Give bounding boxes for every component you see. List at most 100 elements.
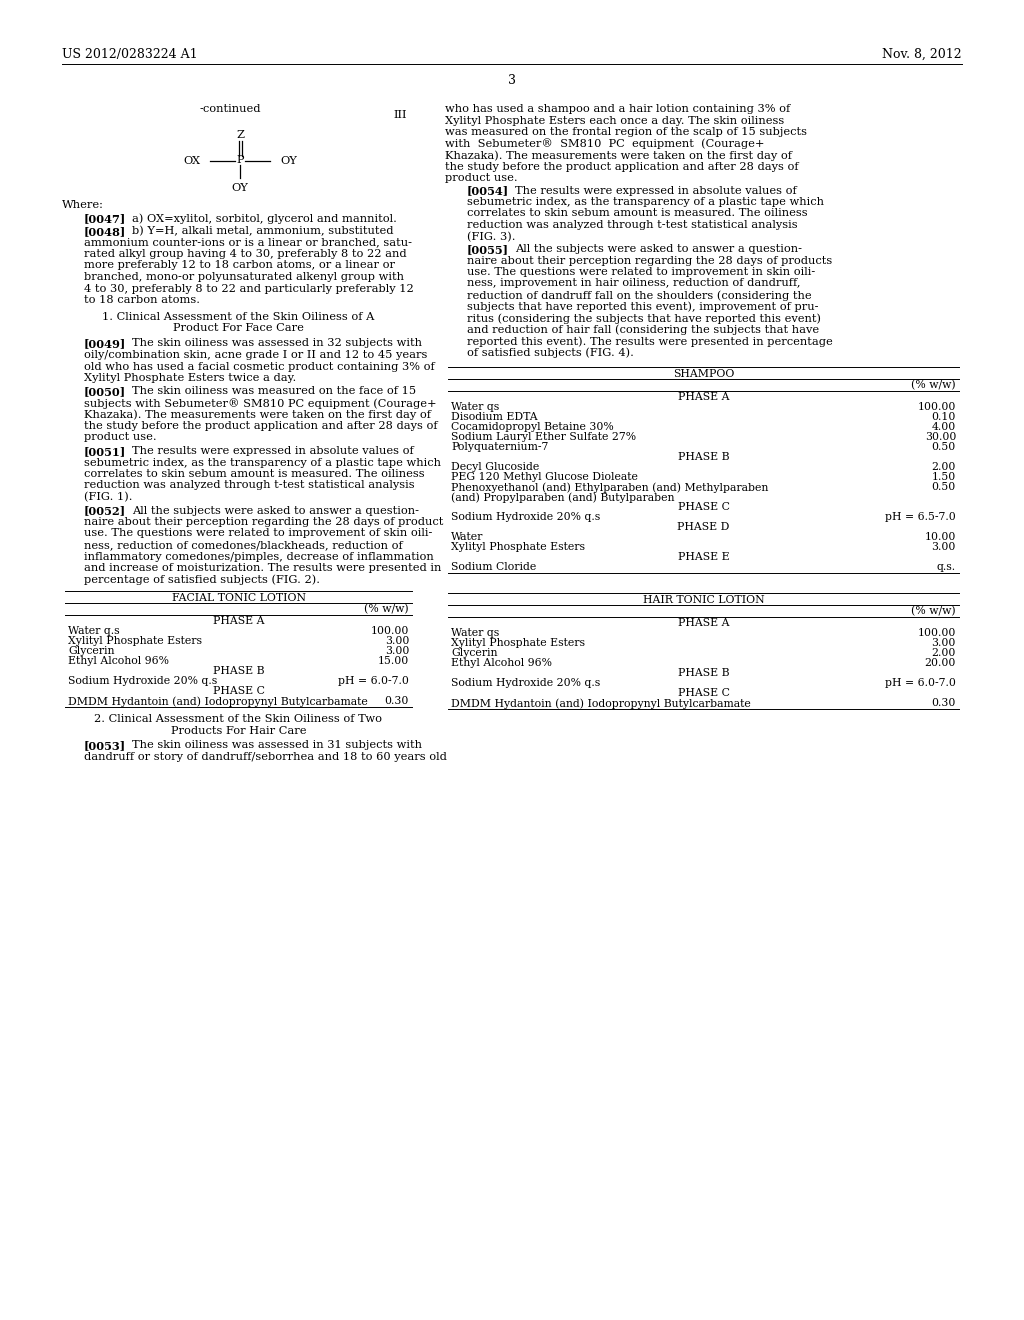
Text: OX: OX <box>183 156 200 166</box>
Text: 1. Clinical Assessment of the Skin Oiliness of A: 1. Clinical Assessment of the Skin Oilin… <box>102 312 375 322</box>
Text: P: P <box>237 154 244 165</box>
Text: The results were expressed in absolute values of: The results were expressed in absolute v… <box>132 446 414 455</box>
Text: Ethyl Alcohol 96%: Ethyl Alcohol 96% <box>451 657 552 668</box>
Text: The skin oiliness was assessed in 32 subjects with: The skin oiliness was assessed in 32 sub… <box>132 338 422 348</box>
Text: who has used a shampoo and a hair lotion containing 3% of: who has used a shampoo and a hair lotion… <box>445 104 791 114</box>
Text: 2.00: 2.00 <box>932 462 956 473</box>
Text: PHASE C: PHASE C <box>678 502 729 512</box>
Text: DMDM Hydantoin (and) Iodopropynyl Butylcarbamate: DMDM Hydantoin (and) Iodopropynyl Butylc… <box>68 696 368 706</box>
Text: reduction was analyzed through t-test statistical analysis: reduction was analyzed through t-test st… <box>84 480 415 491</box>
Text: PHASE B: PHASE B <box>213 667 264 676</box>
Text: was measured on the frontal region of the scalp of 15 subjects: was measured on the frontal region of th… <box>445 127 807 137</box>
Text: 100.00: 100.00 <box>371 626 409 636</box>
Text: (% w/w): (% w/w) <box>365 605 409 614</box>
Text: rated alkyl group having 4 to 30, preferably 8 to 22 and: rated alkyl group having 4 to 30, prefer… <box>84 249 407 259</box>
Text: 0.10: 0.10 <box>932 412 956 422</box>
Text: Products For Hair Care: Products For Hair Care <box>171 726 306 735</box>
Text: Xylityl Phosphate Esters: Xylityl Phosphate Esters <box>68 636 202 645</box>
Text: PHASE A: PHASE A <box>678 618 729 628</box>
Text: Sodium Hydroxide 20% q.s: Sodium Hydroxide 20% q.s <box>451 512 600 521</box>
Text: Ethyl Alcohol 96%: Ethyl Alcohol 96% <box>68 656 169 667</box>
Text: inflammatory comedones/pimples, decrease of inflammation: inflammatory comedones/pimples, decrease… <box>84 552 434 561</box>
Text: Product For Face Care: Product For Face Care <box>173 323 304 333</box>
Text: use. The questions were related to improvement of skin oili-: use. The questions were related to impro… <box>84 528 432 539</box>
Text: use. The questions were related to improvement in skin oili-: use. The questions were related to impro… <box>467 267 815 277</box>
Text: Water qs: Water qs <box>451 628 500 638</box>
Text: PHASE D: PHASE D <box>677 521 730 532</box>
Text: subjects that have reported this event), improvement of pru-: subjects that have reported this event),… <box>467 301 818 312</box>
Text: product use.: product use. <box>445 173 517 183</box>
Text: reported this event). The results were presented in percentage: reported this event). The results were p… <box>467 337 833 347</box>
Text: Khazaka). The measurements were taken on the first day of: Khazaka). The measurements were taken on… <box>84 409 431 420</box>
Text: OY: OY <box>231 183 249 193</box>
Text: The skin oiliness was measured on the face of 15: The skin oiliness was measured on the fa… <box>132 387 416 396</box>
Text: 20.00: 20.00 <box>925 657 956 668</box>
Text: (% w/w): (% w/w) <box>911 606 956 616</box>
Text: Disodium EDTA: Disodium EDTA <box>451 412 538 422</box>
Text: PHASE E: PHASE E <box>678 552 729 562</box>
Text: DMDM Hydantoin (and) Iodopropynyl Butylcarbamate: DMDM Hydantoin (and) Iodopropynyl Butylc… <box>451 698 751 709</box>
Text: percentage of satisfied subjects (FIG. 2).: percentage of satisfied subjects (FIG. 2… <box>84 574 319 585</box>
Text: [0047]: [0047] <box>84 214 126 224</box>
Text: ritus (considering the subjects that have reported this event): ritus (considering the subjects that hav… <box>467 313 821 323</box>
Text: PHASE A: PHASE A <box>678 392 729 403</box>
Text: -continued: -continued <box>200 104 261 114</box>
Text: correlates to skin sebum amount is measured. The oiliness: correlates to skin sebum amount is measu… <box>467 209 808 219</box>
Text: PHASE C: PHASE C <box>678 688 729 698</box>
Text: pH = 6.5-7.0: pH = 6.5-7.0 <box>886 512 956 521</box>
Text: Sodium Lauryl Ether Sulfate 27%: Sodium Lauryl Ether Sulfate 27% <box>451 432 636 442</box>
Text: (% w/w): (% w/w) <box>911 380 956 391</box>
Text: Xylityl Phosphate Esters twice a day.: Xylityl Phosphate Esters twice a day. <box>84 374 296 383</box>
Text: to 18 carbon atoms.: to 18 carbon atoms. <box>84 294 200 305</box>
Text: Khazaka). The measurements were taken on the first day of: Khazaka). The measurements were taken on… <box>445 150 792 161</box>
Text: and reduction of hair fall (considering the subjects that have: and reduction of hair fall (considering … <box>467 325 819 335</box>
Text: (FIG. 3).: (FIG. 3). <box>467 231 515 242</box>
Text: Sodium Hydroxide 20% q.s: Sodium Hydroxide 20% q.s <box>68 676 217 686</box>
Text: FACIAL TONIC LOTION: FACIAL TONIC LOTION <box>171 593 305 603</box>
Text: ness, reduction of comedones/blackheads, reduction of: ness, reduction of comedones/blackheads,… <box>84 540 402 550</box>
Text: 100.00: 100.00 <box>918 403 956 412</box>
Text: 100.00: 100.00 <box>918 628 956 638</box>
Text: and increase of moisturization. The results were presented in: and increase of moisturization. The resu… <box>84 564 441 573</box>
Text: with  Sebumeter®  SM810  PC  equipment  (Courage+: with Sebumeter® SM810 PC equipment (Cour… <box>445 139 765 149</box>
Text: PEG 120 Methyl Glucose Dioleate: PEG 120 Methyl Glucose Dioleate <box>451 473 638 482</box>
Text: 30.00: 30.00 <box>925 432 956 442</box>
Text: the study before the product application and after 28 days of: the study before the product application… <box>445 161 799 172</box>
Text: [0055]: [0055] <box>467 244 509 255</box>
Text: naire about their perception regarding the 28 days of product: naire about their perception regarding t… <box>84 517 443 527</box>
Text: The results were expressed in absolute values of: The results were expressed in absolute v… <box>515 186 797 195</box>
Text: q.s.: q.s. <box>937 562 956 572</box>
Text: Xylityl Phosphate Esters each once a day. The skin oiliness: Xylityl Phosphate Esters each once a day… <box>445 116 784 125</box>
Text: Water qs: Water qs <box>451 403 500 412</box>
Text: reduction of dandruff fall on the shoulders (considering the: reduction of dandruff fall on the should… <box>467 290 812 301</box>
Text: 2.00: 2.00 <box>932 648 956 657</box>
Text: [0050]: [0050] <box>84 387 126 397</box>
Text: dandruff or story of dandruff/seborrhea and 18 to 60 years old: dandruff or story of dandruff/seborrhea … <box>84 751 446 762</box>
Text: 3.00: 3.00 <box>385 645 409 656</box>
Text: product use.: product use. <box>84 433 157 442</box>
Text: Z: Z <box>236 129 244 140</box>
Text: the study before the product application and after 28 days of: the study before the product application… <box>84 421 437 432</box>
Text: branched, mono-or polyunsaturated alkenyl group with: branched, mono-or polyunsaturated alkeny… <box>84 272 404 282</box>
Text: reduction was analyzed through t-test statistical analysis: reduction was analyzed through t-test st… <box>467 220 798 230</box>
Text: Where:: Where: <box>62 201 103 210</box>
Text: (and) Propylparaben (and) Butylparaben: (and) Propylparaben (and) Butylparaben <box>451 492 675 503</box>
Text: [0048]: [0048] <box>84 226 126 238</box>
Text: PHASE B: PHASE B <box>678 668 729 678</box>
Text: naire about their perception regarding the 28 days of products: naire about their perception regarding t… <box>467 256 833 265</box>
Text: [0052]: [0052] <box>84 506 126 516</box>
Text: Water q.s: Water q.s <box>68 626 120 636</box>
Text: PHASE A: PHASE A <box>213 616 264 626</box>
Text: [0051]: [0051] <box>84 446 126 457</box>
Text: pH = 6.0-7.0: pH = 6.0-7.0 <box>885 678 956 688</box>
Text: [0054]: [0054] <box>467 186 509 197</box>
Text: 4.00: 4.00 <box>932 422 956 432</box>
Text: All the subjects were asked to answer a question-: All the subjects were asked to answer a … <box>132 506 419 516</box>
Text: Decyl Glucoside: Decyl Glucoside <box>451 462 540 473</box>
Text: b) Y=H, alkali metal, ammonium, substituted: b) Y=H, alkali metal, ammonium, substitu… <box>132 226 393 236</box>
Text: 3: 3 <box>508 74 516 87</box>
Text: Water: Water <box>451 532 483 543</box>
Text: 2. Clinical Assessment of the Skin Oiliness of Two: 2. Clinical Assessment of the Skin Oilin… <box>94 714 383 723</box>
Text: The skin oiliness was assessed in 31 subjects with: The skin oiliness was assessed in 31 sub… <box>132 741 422 750</box>
Text: Polyquaternium-7: Polyquaternium-7 <box>451 442 549 451</box>
